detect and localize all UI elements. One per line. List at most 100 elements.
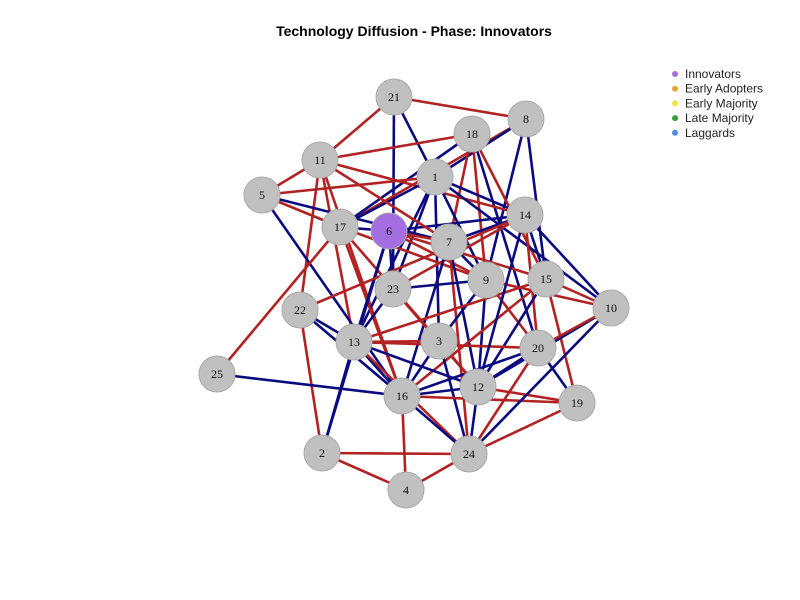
edge-21-23 — [391, 96, 396, 290]
legend-item: Early Majority — [672, 96, 758, 110]
node-24[interactable]: 24 — [450, 435, 488, 473]
node-19[interactable]: 19 — [558, 384, 596, 422]
legend-item: Early Adopters — [672, 82, 763, 96]
edge-17-16 — [338, 226, 404, 397]
edge-13-2 — [320, 341, 356, 454]
node-circle — [507, 100, 545, 138]
node-17[interactable]: 17 — [321, 208, 359, 246]
diagram-title: Technology Diffusion - Phase: Innovators — [276, 23, 552, 39]
legend-dot — [672, 85, 678, 92]
node-circle — [592, 289, 630, 327]
node-2[interactable]: 2 — [303, 434, 341, 472]
node-20[interactable]: 20 — [519, 329, 557, 367]
node-6[interactable]: 6 — [370, 212, 408, 250]
legend-dot — [672, 115, 678, 122]
node-label: 19 — [571, 396, 583, 410]
node-4[interactable]: 4 — [387, 471, 425, 509]
node-circle — [453, 115, 491, 153]
node-label: 9 — [483, 273, 489, 287]
node-layer: 1234567891011121314151617181920212223242… — [198, 78, 630, 509]
node-circle — [374, 270, 412, 308]
node-8[interactable]: 8 — [507, 100, 545, 138]
edge-12-14 — [476, 214, 527, 388]
node-label: 13 — [348, 335, 360, 349]
node-circle — [370, 212, 408, 250]
edge-21-8 — [393, 95, 527, 121]
edge-15-13 — [353, 277, 547, 344]
node-label: 22 — [294, 303, 306, 317]
node-13[interactable]: 13 — [335, 323, 373, 361]
node-label: 20 — [532, 341, 544, 355]
node-label: 7 — [446, 235, 452, 249]
node-11[interactable]: 11 — [301, 141, 339, 179]
node-label: 10 — [605, 301, 617, 315]
node-circle — [519, 329, 557, 367]
edge-19-24 — [468, 401, 578, 456]
edge-18-20 — [470, 133, 540, 349]
edge-17-9 — [339, 225, 487, 282]
legend-item: Innovators — [672, 67, 741, 81]
edge-11-22 — [298, 159, 322, 311]
edge-15-19 — [544, 278, 579, 404]
edge-25-17 — [216, 226, 341, 375]
node-3[interactable]: 3 — [420, 322, 458, 360]
edge-15-12 — [476, 278, 548, 388]
node-circle — [243, 176, 281, 214]
node-circle — [467, 261, 505, 299]
node-circle — [321, 208, 359, 246]
node-label: 14 — [519, 208, 531, 222]
node-circle — [335, 323, 373, 361]
node-label: 23 — [387, 282, 399, 296]
edge-18-11 — [319, 132, 473, 162]
node-18[interactable]: 18 — [453, 115, 491, 153]
node-16[interactable]: 16 — [383, 377, 421, 415]
legend-label: Late Majority — [685, 111, 754, 125]
legend-item: Late Majority — [672, 111, 754, 125]
node-14[interactable]: 14 — [506, 196, 544, 234]
node-22[interactable]: 22 — [281, 291, 319, 329]
node-label: 18 — [466, 127, 478, 141]
node-circle — [387, 471, 425, 509]
edge-20-24 — [467, 347, 540, 455]
node-label: 1 — [432, 170, 438, 184]
node-label: 8 — [523, 112, 529, 126]
edge-14-10 — [524, 214, 612, 309]
node-label: 21 — [388, 90, 400, 104]
legend-label: Early Majority — [685, 96, 758, 110]
edge-5-1 — [261, 175, 436, 197]
node-circle — [383, 377, 421, 415]
node-12[interactable]: 12 — [459, 368, 497, 406]
legend-dot — [672, 129, 678, 136]
node-label: 3 — [436, 334, 442, 348]
node-1[interactable]: 1 — [416, 158, 454, 196]
node-7[interactable]: 7 — [430, 223, 468, 261]
node-circle — [527, 260, 565, 298]
legend-dot — [672, 71, 678, 77]
edge-11-13 — [318, 159, 356, 343]
node-25[interactable]: 25 — [198, 355, 236, 393]
node-15[interactable]: 15 — [527, 260, 565, 298]
legend-label: Innovators — [685, 67, 741, 81]
node-circle — [375, 78, 413, 116]
legend-label: Laggards — [685, 126, 735, 140]
node-label: 16 — [396, 389, 408, 403]
edge-22-2 — [298, 309, 324, 454]
node-21[interactable]: 21 — [375, 78, 413, 116]
node-10[interactable]: 10 — [592, 289, 630, 327]
node-label: 4 — [403, 483, 409, 497]
node-9[interactable]: 9 — [467, 261, 505, 299]
edge-25-16 — [216, 372, 403, 398]
node-23[interactable]: 23 — [374, 270, 412, 308]
node-circle — [281, 291, 319, 329]
node-circle — [416, 158, 454, 196]
node-circle — [198, 355, 236, 393]
node-circle — [459, 368, 497, 406]
node-circle — [558, 384, 596, 422]
edge-13-12 — [353, 340, 479, 389]
edge-1-10 — [434, 175, 612, 310]
edge-6-15 — [388, 229, 547, 281]
node-5[interactable]: 5 — [243, 176, 281, 214]
edge-8-15 — [524, 118, 548, 280]
